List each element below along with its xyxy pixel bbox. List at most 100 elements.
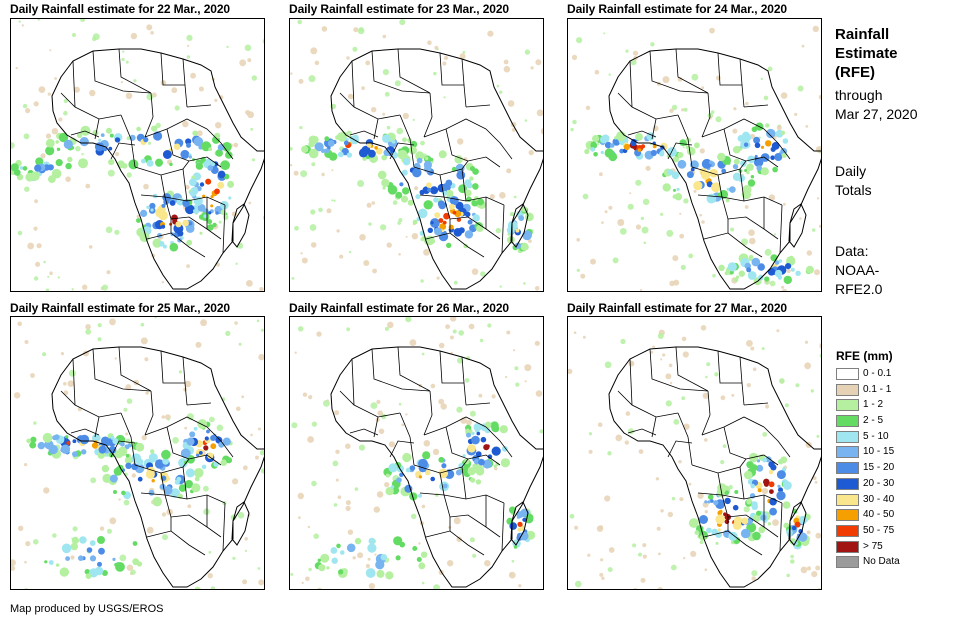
rain-cell — [232, 556, 236, 560]
rain-cell — [717, 152, 726, 162]
rain-cell — [660, 509, 664, 513]
rain-cell — [640, 577, 646, 583]
rain-cell — [214, 98, 218, 102]
rain-cell — [706, 193, 717, 204]
rainfall-map-23-mar — [289, 18, 544, 292]
rain-cell — [657, 333, 664, 339]
rain-cell — [345, 137, 349, 142]
rain-cell — [70, 555, 75, 560]
rain-cell — [682, 351, 689, 358]
rain-cell — [72, 451, 78, 457]
rain-cell — [131, 473, 136, 478]
rain-cell — [151, 479, 155, 483]
legend-label: No Data — [863, 556, 900, 568]
legend-label: 1 - 2 — [863, 399, 884, 411]
rain-cell — [753, 136, 761, 144]
rain-cell — [222, 142, 232, 152]
rain-cell — [105, 226, 113, 234]
rain-cell — [815, 146, 821, 153]
rain-cell — [178, 458, 188, 468]
rain-cell — [714, 372, 719, 377]
rain-cell — [385, 487, 394, 496]
rain-cell — [313, 533, 319, 539]
rain-cell — [145, 391, 149, 395]
rain-cell — [724, 497, 731, 505]
rain-cell — [75, 146, 81, 152]
rain-cell — [427, 187, 432, 193]
rain-cell — [632, 543, 637, 548]
rain-cell — [707, 112, 714, 119]
rain-cell — [706, 181, 713, 188]
rain-cell — [464, 230, 474, 239]
rain-cell — [25, 108, 31, 114]
rain-cell — [146, 24, 153, 31]
rain-cell — [760, 167, 769, 176]
rain-cell — [507, 100, 515, 107]
rain-cell — [452, 210, 457, 215]
sidebar-title: Rainfall Estimate (RFE) — [835, 25, 898, 82]
country-border — [649, 348, 709, 392]
rain-cell — [587, 553, 591, 557]
rain-cell — [612, 257, 619, 264]
rain-cell — [300, 170, 308, 178]
rain-cell — [458, 330, 464, 336]
rain-cell — [760, 77, 763, 81]
rain-cell — [731, 393, 735, 397]
country-border — [501, 502, 505, 552]
rain-cell — [317, 558, 321, 562]
legend-swatch — [836, 540, 859, 553]
rain-cell — [688, 518, 699, 528]
rain-cell — [232, 478, 239, 485]
rain-cell — [721, 168, 727, 174]
rain-cell — [24, 560, 27, 564]
africa-coastline — [608, 346, 821, 588]
rainfall-field — [11, 317, 264, 589]
rain-cell — [359, 234, 366, 241]
rain-cell — [656, 526, 661, 531]
rain-cell — [345, 505, 351, 511]
rain-cell — [450, 317, 457, 322]
rain-cell — [574, 525, 579, 530]
rain-cell — [805, 265, 814, 274]
rain-cell — [368, 537, 376, 545]
rain-cell — [465, 211, 471, 217]
rain-cell — [29, 441, 37, 449]
country-border — [717, 52, 745, 108]
rain-cell — [405, 317, 412, 323]
rain-cell — [177, 230, 184, 237]
rain-cell — [55, 140, 59, 144]
rain-cell — [71, 536, 79, 544]
country-border — [182, 168, 188, 202]
country-border — [677, 412, 693, 466]
rain-cell — [184, 380, 192, 388]
rain-cell — [704, 510, 708, 514]
rain-cell — [354, 487, 359, 491]
madagascar-outline — [510, 501, 529, 546]
rain-cell — [438, 456, 445, 463]
rain-cell — [812, 476, 817, 480]
country-border — [92, 50, 152, 94]
rain-cell — [72, 439, 77, 444]
rain-cell — [576, 268, 580, 272]
rain-cell — [60, 444, 71, 454]
rain-cell — [487, 30, 494, 37]
rain-cell — [97, 536, 105, 544]
rain-cell — [434, 45, 439, 50]
rain-cell — [194, 476, 200, 482]
rain-cell — [220, 209, 226, 215]
rain-cell — [756, 459, 761, 463]
rain-cell — [331, 199, 334, 202]
rain-cell — [522, 244, 529, 251]
rain-cell — [715, 514, 725, 525]
rain-cell — [290, 72, 293, 75]
rain-cell — [251, 75, 257, 81]
rain-cell — [407, 138, 412, 143]
rain-cell — [186, 264, 191, 268]
rain-cell — [472, 168, 479, 175]
rain-cell — [404, 484, 413, 493]
legend-label: 40 - 50 — [863, 509, 895, 521]
sidebar-totals-line: Daily — [835, 163, 867, 179]
rain-cell — [715, 75, 721, 81]
rain-cell — [780, 92, 788, 99]
rain-cell — [42, 432, 53, 443]
